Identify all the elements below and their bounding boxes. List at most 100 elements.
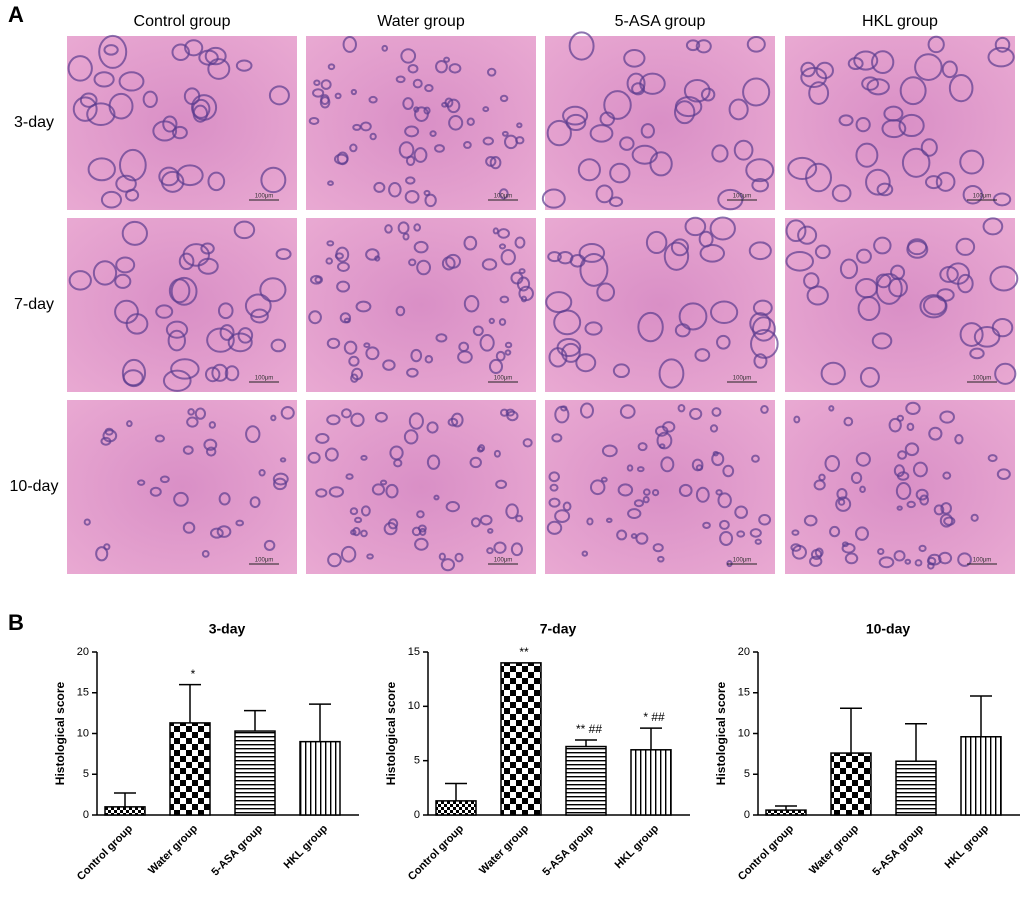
scale-bar-label: 100μm: [494, 376, 512, 382]
tissue-structure: [275, 248, 292, 261]
tissue-structure: [348, 355, 360, 367]
tissue-structure: [745, 158, 775, 183]
histology-image: 100μm: [541, 31, 775, 211]
tissue-structure: [412, 78, 423, 89]
tissue-structure: [149, 486, 162, 497]
tissue-structure: [395, 75, 406, 84]
tissue-structure: [198, 49, 219, 66]
tissue-structure: [918, 544, 927, 553]
tissue-structure: [200, 242, 215, 255]
histology-image: 100μm: [306, 218, 536, 392]
tissue-structure: [209, 527, 224, 539]
tissue-structure: [996, 468, 1011, 480]
tissue-structure: [871, 332, 893, 350]
tissue-structure: [612, 363, 630, 379]
significance: **: [519, 645, 529, 659]
tissue-structure: [636, 466, 645, 473]
histology-image: 100μm: [306, 36, 536, 210]
tissue-structure: [125, 188, 140, 202]
tissue-structure: [416, 259, 432, 276]
tissue-structure: [258, 468, 266, 477]
tissue: [785, 218, 1015, 392]
tissue-structure: [235, 59, 253, 72]
tissue-structure: [369, 132, 377, 141]
tissue-structure: [334, 92, 342, 100]
tissue-structure: [121, 220, 148, 246]
y-tick-label: 5: [83, 768, 89, 780]
tissue-structure: [627, 508, 642, 520]
tissue-structure: [548, 471, 560, 483]
tissue-structure: [497, 228, 510, 239]
column-header: 5-ASA group: [615, 13, 706, 30]
tissue-structure: [522, 438, 533, 448]
tissue-structure: [249, 496, 261, 509]
tissue-structure: [381, 44, 389, 52]
tissue-structure: [793, 415, 801, 424]
tissue-structure: [806, 285, 829, 306]
tissue-structure: [398, 141, 415, 159]
y-tick-label: 10: [408, 700, 420, 712]
tissue: [306, 36, 536, 210]
tissue-structure: [899, 76, 927, 106]
tissue-structure: [152, 120, 178, 142]
tissue-structure: [920, 138, 938, 157]
tissue-structure: [722, 464, 735, 478]
tissue-structure: [443, 56, 451, 63]
tissue-structure: [626, 464, 634, 472]
bar: [299, 740, 341, 816]
tissue-structure: [280, 405, 295, 420]
tissue-structure: [750, 328, 779, 359]
tissue-structure: [410, 348, 423, 363]
tissue-structure: [548, 497, 561, 508]
tissue-structure: [907, 238, 928, 256]
column-header: Water group: [377, 13, 465, 30]
y-tick-label: 10: [77, 727, 89, 739]
tissue-structure: [352, 526, 361, 537]
tissue-structure: [835, 496, 852, 512]
tissue-structure: [814, 547, 824, 558]
histology-image: 100μm: [545, 400, 775, 574]
tissue-structure: [677, 403, 686, 413]
tissue-structure: [510, 271, 524, 285]
tissue-structure: [642, 488, 651, 496]
tissue-structure: [914, 53, 943, 81]
tissue-structure: [365, 248, 380, 261]
tissue-structure: [114, 299, 139, 324]
tissue-structure: [589, 124, 614, 143]
tissue-structure: [814, 244, 831, 260]
tissue-structure: [371, 483, 386, 496]
x-tick-label: Water group: [477, 822, 531, 876]
tissue-structure: [217, 302, 234, 320]
tissue-structure: [487, 527, 494, 534]
tissue-structure: [444, 97, 454, 108]
tissue-structure: [343, 340, 358, 355]
tissue-structure: [495, 350, 506, 362]
tissue-structure: [345, 473, 354, 480]
tissue-structure: [711, 407, 722, 417]
tissue-structure: [219, 324, 235, 341]
tissue-structure: [182, 521, 196, 534]
tissue-structure: [423, 189, 431, 197]
tissue-structure: [637, 442, 648, 452]
tissue-structure: [385, 483, 399, 499]
tissue-structure: [308, 310, 322, 325]
tissue-structure: [466, 117, 475, 126]
tissue-structure: [711, 144, 729, 163]
row-header: 3-day: [14, 114, 54, 131]
tissue-structure: [115, 256, 136, 274]
tissue-structure: [719, 519, 730, 530]
tissue-structure: [728, 98, 749, 121]
tissue-structure: [184, 39, 204, 57]
scale-bar-label: 100μm: [973, 376, 991, 382]
tissue-structure: [327, 63, 336, 71]
tissue-structure: [315, 488, 328, 498]
tissue-structure: [154, 434, 165, 443]
bar: [565, 745, 607, 816]
tissue-structure: [108, 92, 134, 120]
tissue-structure: [584, 321, 603, 336]
tissue-structure: [384, 224, 393, 234]
tissue-structure: [749, 528, 762, 538]
tissue-structure: [631, 144, 658, 165]
tissue-structure: [454, 552, 464, 563]
tissue-structure: [363, 342, 371, 349]
